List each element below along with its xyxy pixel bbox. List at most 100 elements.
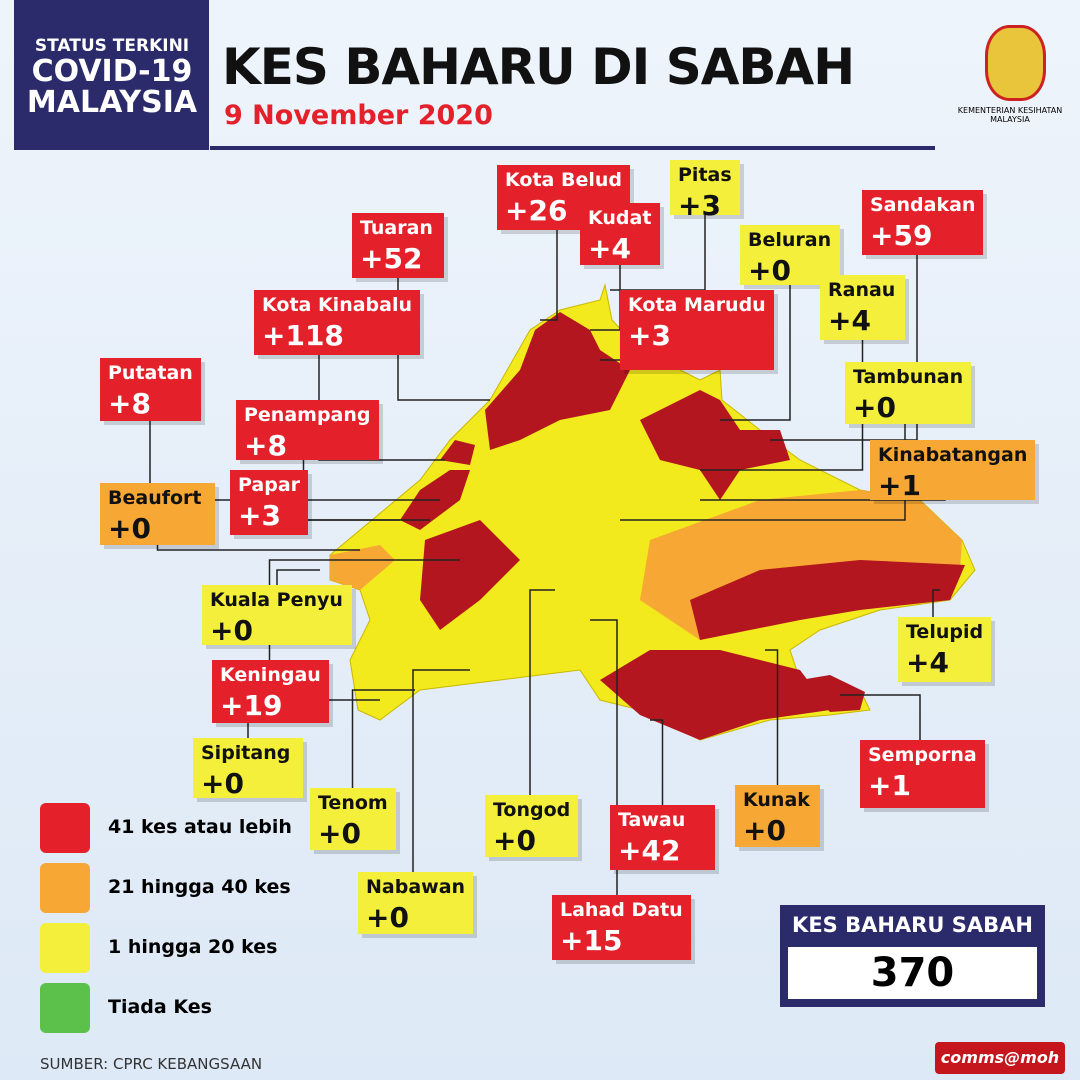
district-box: Nabawan +0 <box>358 872 474 934</box>
district-name: Sipitang <box>201 742 291 764</box>
badge: comms@moh <box>935 1042 1065 1074</box>
district-name: Ranau <box>828 279 896 301</box>
total-label: KES BAHARU SABAH <box>792 913 1033 937</box>
district-box: Semporna +1 <box>860 740 985 808</box>
district-name: Kota Kinabalu <box>262 294 413 316</box>
leader-line <box>318 322 445 461</box>
district-cases: +3 <box>628 318 671 352</box>
district-box: Ranau +4 <box>820 275 905 340</box>
district-name: Pitas <box>678 164 732 186</box>
district-name: Semporna <box>868 744 977 766</box>
status-line: STATUS TERKINI <box>34 36 190 56</box>
legend-label: 21 hingga 40 kes <box>108 876 291 898</box>
district-cases: +42 <box>618 833 681 867</box>
leader-line <box>529 589 555 826</box>
district-cases: +15 <box>560 923 623 957</box>
district-cases: +0 <box>493 823 536 857</box>
district-box: Kota Kinabalu +118 <box>254 290 421 355</box>
district-box: Pitas +3 <box>670 160 740 222</box>
red-area <box>600 650 830 740</box>
leader-line <box>268 559 460 692</box>
district-cases: +3 <box>678 188 721 222</box>
red-area <box>440 440 475 465</box>
district-name: Tambunan <box>853 366 964 388</box>
district-cases: +8 <box>108 386 151 420</box>
district-name: Tawau <box>618 809 686 831</box>
legend-swatch <box>40 983 90 1033</box>
district-name: Lahad Datu <box>560 899 683 921</box>
status-panel <box>14 0 209 150</box>
district-box: Sandakan +59 <box>862 190 984 255</box>
rule <box>210 146 935 150</box>
district-cases: +0 <box>366 900 409 934</box>
status-line: MALAYSIA <box>26 85 198 121</box>
district-box: Tenom +0 <box>310 788 396 850</box>
leader-line <box>412 669 470 903</box>
legend-swatch <box>40 863 90 913</box>
date: 9 November 2020 <box>224 100 493 131</box>
district-cases: +26 <box>505 193 568 227</box>
leader-line <box>765 649 779 816</box>
district-box: Kota Marudu +3 <box>620 290 774 370</box>
ministry: KEMENTERIAN KESIHATAN MALAYSIA <box>930 106 1080 124</box>
district-cases: +3 <box>238 498 281 532</box>
district-box: Beluran +0 <box>740 225 840 287</box>
district-cases: +59 <box>870 218 933 252</box>
district-cases: +118 <box>262 318 344 352</box>
district-cases: +4 <box>828 303 871 337</box>
district-name: Nabawan <box>366 876 466 898</box>
red-area <box>800 675 865 712</box>
source: SUMBER: CPRC KEBANGSAAN <box>40 1055 263 1073</box>
district-name: Kunak <box>743 789 810 811</box>
sabah-land <box>329 283 976 741</box>
district-name: Telupid <box>906 621 984 643</box>
red-area <box>640 390 790 500</box>
district-name: Kuala Penyu <box>210 589 343 611</box>
legend-label: 1 hingga 20 kes <box>108 936 278 958</box>
total-panel: KES BAHARU SABAH 370 <box>780 905 1045 1007</box>
district-box: Putatan +8 <box>100 358 201 421</box>
district-name: Beluran <box>748 229 832 251</box>
district-name: Tongod <box>493 799 571 821</box>
district-name: Kota Marudu <box>628 294 766 316</box>
district-box: Tongod +0 <box>485 795 579 857</box>
legend-swatch <box>40 803 90 853</box>
district-cases: +19 <box>220 688 283 722</box>
district-name: Kota Belud <box>505 169 622 191</box>
district-box: Beaufort +0 <box>100 483 215 545</box>
district-cases: +0 <box>201 766 244 800</box>
district-cases: +4 <box>588 231 631 265</box>
district-cases: +0 <box>210 613 253 647</box>
status-line: COVID-19 <box>31 53 193 89</box>
district-name: Tuaran <box>360 217 433 239</box>
leader-line <box>540 197 558 321</box>
crest <box>985 25 1046 101</box>
district-cases: +1 <box>868 768 911 802</box>
legend-label: Tiada Kes <box>108 996 212 1018</box>
ministry-line: MALAYSIA <box>990 115 1030 124</box>
district-name: Kinabatangan <box>878 444 1028 466</box>
district-name: Beaufort <box>108 487 202 509</box>
district-cases: +0 <box>748 253 791 287</box>
leader-line <box>650 719 664 838</box>
district-box: Papar +3 <box>230 470 309 535</box>
district-cases: +8 <box>244 428 287 462</box>
district-box: Telupid +4 <box>898 617 992 682</box>
district-box: Tuaran +52 <box>352 213 444 278</box>
district-cases: +4 <box>906 645 949 679</box>
district-name: Keningau <box>220 664 321 686</box>
red-area <box>690 560 965 640</box>
leader-line <box>351 689 415 819</box>
district-box: Kuala Penyu +0 <box>202 585 352 647</box>
leader-line <box>620 393 906 521</box>
district-cases: +1 <box>878 468 921 502</box>
orange-area <box>330 545 395 590</box>
district-name: Kudat <box>588 207 652 229</box>
district-name: Putatan <box>108 362 193 384</box>
district-cases: +0 <box>108 511 151 545</box>
district-cases: +52 <box>360 241 423 275</box>
district-box: Penampang +8 <box>236 400 379 462</box>
legend-label: 41 kes atau lebih <box>108 816 292 838</box>
district-box: Sipitang +0 <box>193 738 303 800</box>
